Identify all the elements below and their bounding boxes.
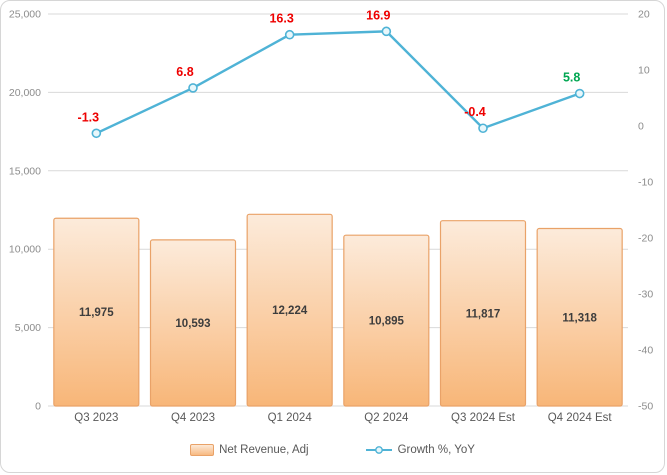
data-point-marker <box>188 83 198 93</box>
category-label: Q1 2024 <box>268 412 313 424</box>
data-point-marker <box>574 88 585 99</box>
right-axis-tick-label: -30 <box>638 289 653 301</box>
data-point-marker <box>381 26 392 37</box>
data-point-marker <box>478 123 488 134</box>
data-point-marker <box>91 128 102 139</box>
growth-value-label: 6.8 <box>176 65 193 79</box>
bar <box>343 234 430 407</box>
bar-value-label: 10,593 <box>175 318 210 330</box>
left-axis-tick-label: 10,000 <box>9 244 41 256</box>
right-axis-tick-label: -10 <box>638 177 653 189</box>
bar <box>246 213 333 407</box>
category-label: Q3 2024 Est <box>451 412 516 424</box>
growth-value-label: 16.3 <box>269 12 293 26</box>
right-axis-tick-label: -20 <box>638 233 653 245</box>
bar <box>149 239 237 407</box>
growth-value-label: -0.4 <box>464 105 486 119</box>
bar-value-label: 11,975 <box>79 307 114 319</box>
left-axis-tick-label: 20,000 <box>9 87 41 99</box>
right-axis-tick-label: 0 <box>638 121 644 133</box>
category-label: Q4 2023 <box>171 412 215 424</box>
bar-value-label: 11,318 <box>562 312 597 324</box>
category-label: Q4 2024 Est <box>548 412 613 424</box>
right-axis-tick-label: 10 <box>638 65 650 77</box>
legend-item-net-revenue: Net Revenue, Adj <box>190 444 309 456</box>
chart-legend: Net Revenue, Adj Growth %, YoY <box>1 444 664 456</box>
bar-value-label: 10,895 <box>369 316 405 328</box>
bar <box>536 227 623 407</box>
category-label: Q2 2024 <box>364 412 409 424</box>
right-axis-tick-label: -50 <box>638 401 653 413</box>
bar-value-label: 11,817 <box>466 308 501 320</box>
category-label: Q3 2023 <box>74 412 118 424</box>
left-axis-tick-label: 0 <box>35 401 41 413</box>
growth-value-label: 16.9 <box>366 8 390 22</box>
legend-item-growth: Growth %, YoY <box>365 444 475 456</box>
left-axis-tick-label: 15,000 <box>9 165 41 177</box>
growth-value-label: -1.3 <box>78 110 100 124</box>
left-axis-tick-label: 5,000 <box>15 322 41 334</box>
right-axis-tick-label: 20 <box>638 9 650 21</box>
legend-label-growth: Growth %, YoY <box>397 444 475 456</box>
bar-value-label: 12,224 <box>272 305 308 317</box>
left-axis-tick-label: 25,000 <box>9 9 41 21</box>
bar <box>439 220 527 407</box>
growth-value-label: 5.8 <box>563 71 580 85</box>
growth-line <box>95 30 581 135</box>
bar <box>53 217 140 407</box>
bar-series-swatch-icon <box>190 444 215 456</box>
right-axis-tick-label: -40 <box>638 345 653 357</box>
data-point-marker <box>284 29 295 40</box>
legend-label-net-revenue: Net Revenue, Adj <box>219 444 309 456</box>
line-series-swatch-icon <box>365 446 392 454</box>
